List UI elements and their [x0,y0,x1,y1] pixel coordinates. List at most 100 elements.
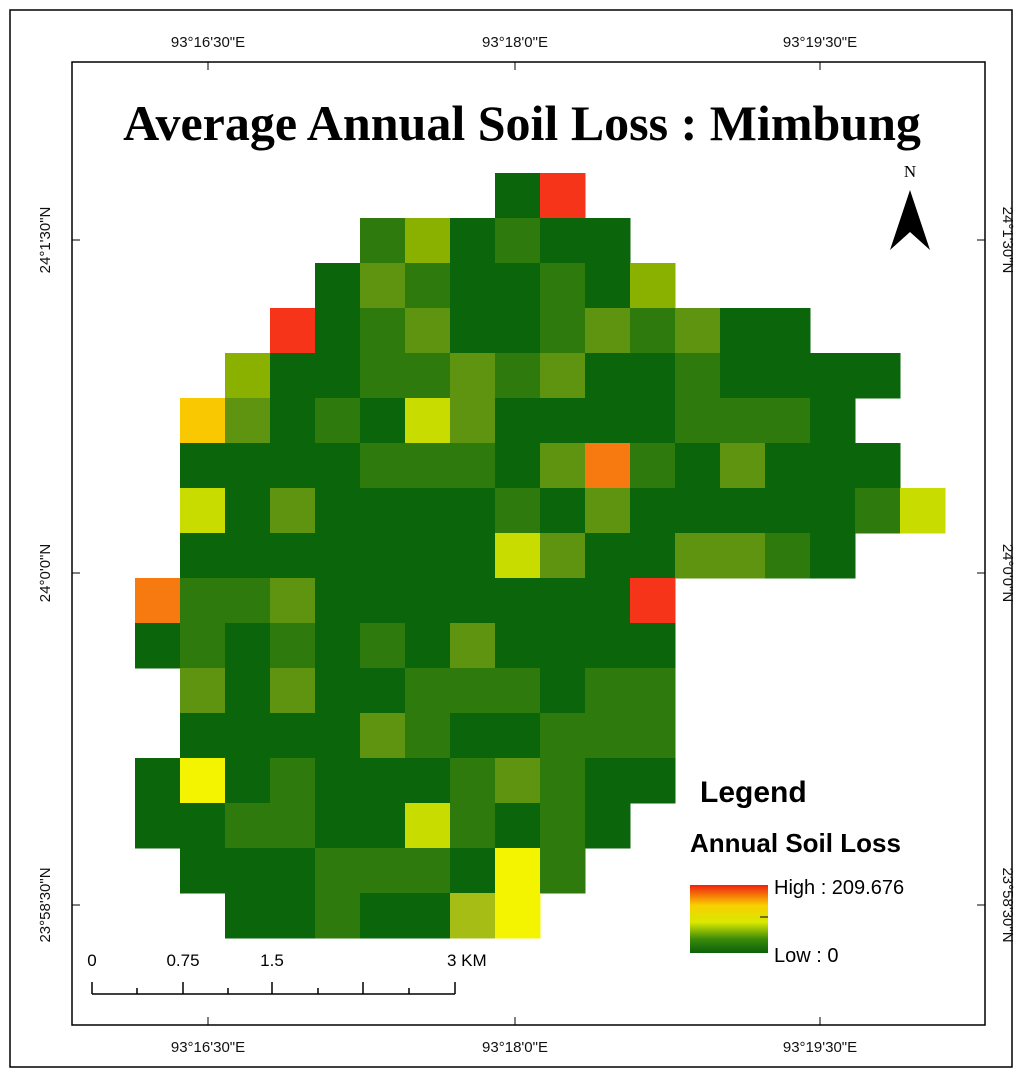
raster-cell [405,218,451,264]
raster-cell [405,668,451,714]
raster-cell [180,803,226,849]
raster-cell [360,263,406,309]
raster-cell [585,308,631,354]
raster-cell [675,353,721,399]
raster-cell [495,353,541,399]
raster-cell [360,758,406,804]
raster-cell [585,398,631,444]
raster-cell [360,488,406,534]
raster-cell [450,263,496,309]
raster-cell [540,353,586,399]
legend-title: Annual Soil Loss [690,828,901,858]
raster-cell [495,488,541,534]
raster-cell [810,443,856,489]
raster-cell [225,803,271,849]
raster-cell [315,623,361,669]
raster-cell [630,533,676,579]
raster-cell [135,578,181,624]
raster-cell [720,533,766,579]
north-arrow-shape [890,190,930,250]
raster-cell [180,578,226,624]
raster-cell [585,263,631,309]
raster-cell [315,713,361,759]
raster-cell [450,758,496,804]
scale-label: 0.75 [166,951,199,970]
raster-cell [630,578,676,624]
raster-cell [315,353,361,399]
raster-cell [450,713,496,759]
raster-cell [405,713,451,759]
raster-cell [180,668,226,714]
raster-cell [630,668,676,714]
raster-cell [450,803,496,849]
raster-cell [225,443,271,489]
scale-label: 1.5 [260,951,284,970]
raster-cell [720,443,766,489]
raster-cell [270,668,316,714]
raster-cell [270,893,316,939]
raster-cell [315,668,361,714]
raster-cell [495,263,541,309]
raster-cell [360,713,406,759]
raster-cell [540,668,586,714]
raster-cell [495,308,541,354]
raster-cell [585,758,631,804]
raster-cell [135,758,181,804]
raster-cell [495,623,541,669]
raster-cell [540,443,586,489]
raster-cell [495,758,541,804]
raster-cell [360,623,406,669]
raster-cell [540,713,586,759]
raster-cell [540,488,586,534]
longitude-label: 93°18'0"E [482,1039,548,1056]
raster-cell [225,758,271,804]
raster-cell [495,578,541,624]
raster-cell [360,353,406,399]
scale-label: 0 [87,951,96,970]
raster-cell [630,443,676,489]
raster-cell [720,488,766,534]
raster-cell [855,488,901,534]
raster-cell [495,803,541,849]
raster-cell [540,803,586,849]
raster-cell [630,398,676,444]
raster-cell [180,758,226,804]
raster-cell [315,893,361,939]
raster-cell [675,308,721,354]
raster-cell [405,308,451,354]
raster-cell [495,173,541,219]
raster-cell [450,668,496,714]
raster-cell [495,713,541,759]
raster-cell [270,803,316,849]
raster-cell [180,848,226,894]
raster-cell [810,353,856,399]
raster-cell [585,353,631,399]
raster-cell [405,263,451,309]
raster-cell [585,713,631,759]
raster-cell [585,533,631,579]
raster-cell [585,488,631,534]
raster-cell [900,488,946,534]
raster-cell [405,893,451,939]
raster-cell [405,443,451,489]
raster-cell [450,533,496,579]
raster-cell [225,488,271,534]
raster-cell [675,443,721,489]
raster-cell [180,533,226,579]
legend-low: Low : 0 [774,945,838,967]
longitude-label: 93°16'30"E [171,34,245,51]
raster-cell [675,398,721,444]
raster-cell [225,623,271,669]
latitude-label: 23°58'30"N [999,867,1016,942]
raster-cell [405,803,451,849]
raster-cell [270,398,316,444]
raster-cell [405,623,451,669]
raster-cell [450,308,496,354]
latitude-label: 24°1'30"N [999,207,1016,274]
legend-high: High : 209.676 [774,877,904,899]
raster-cell [450,893,496,939]
raster-cell [765,398,811,444]
raster-cell [810,533,856,579]
raster-cell [495,218,541,264]
map-title: Average Annual Soil Loss : Mimbung [123,95,921,151]
